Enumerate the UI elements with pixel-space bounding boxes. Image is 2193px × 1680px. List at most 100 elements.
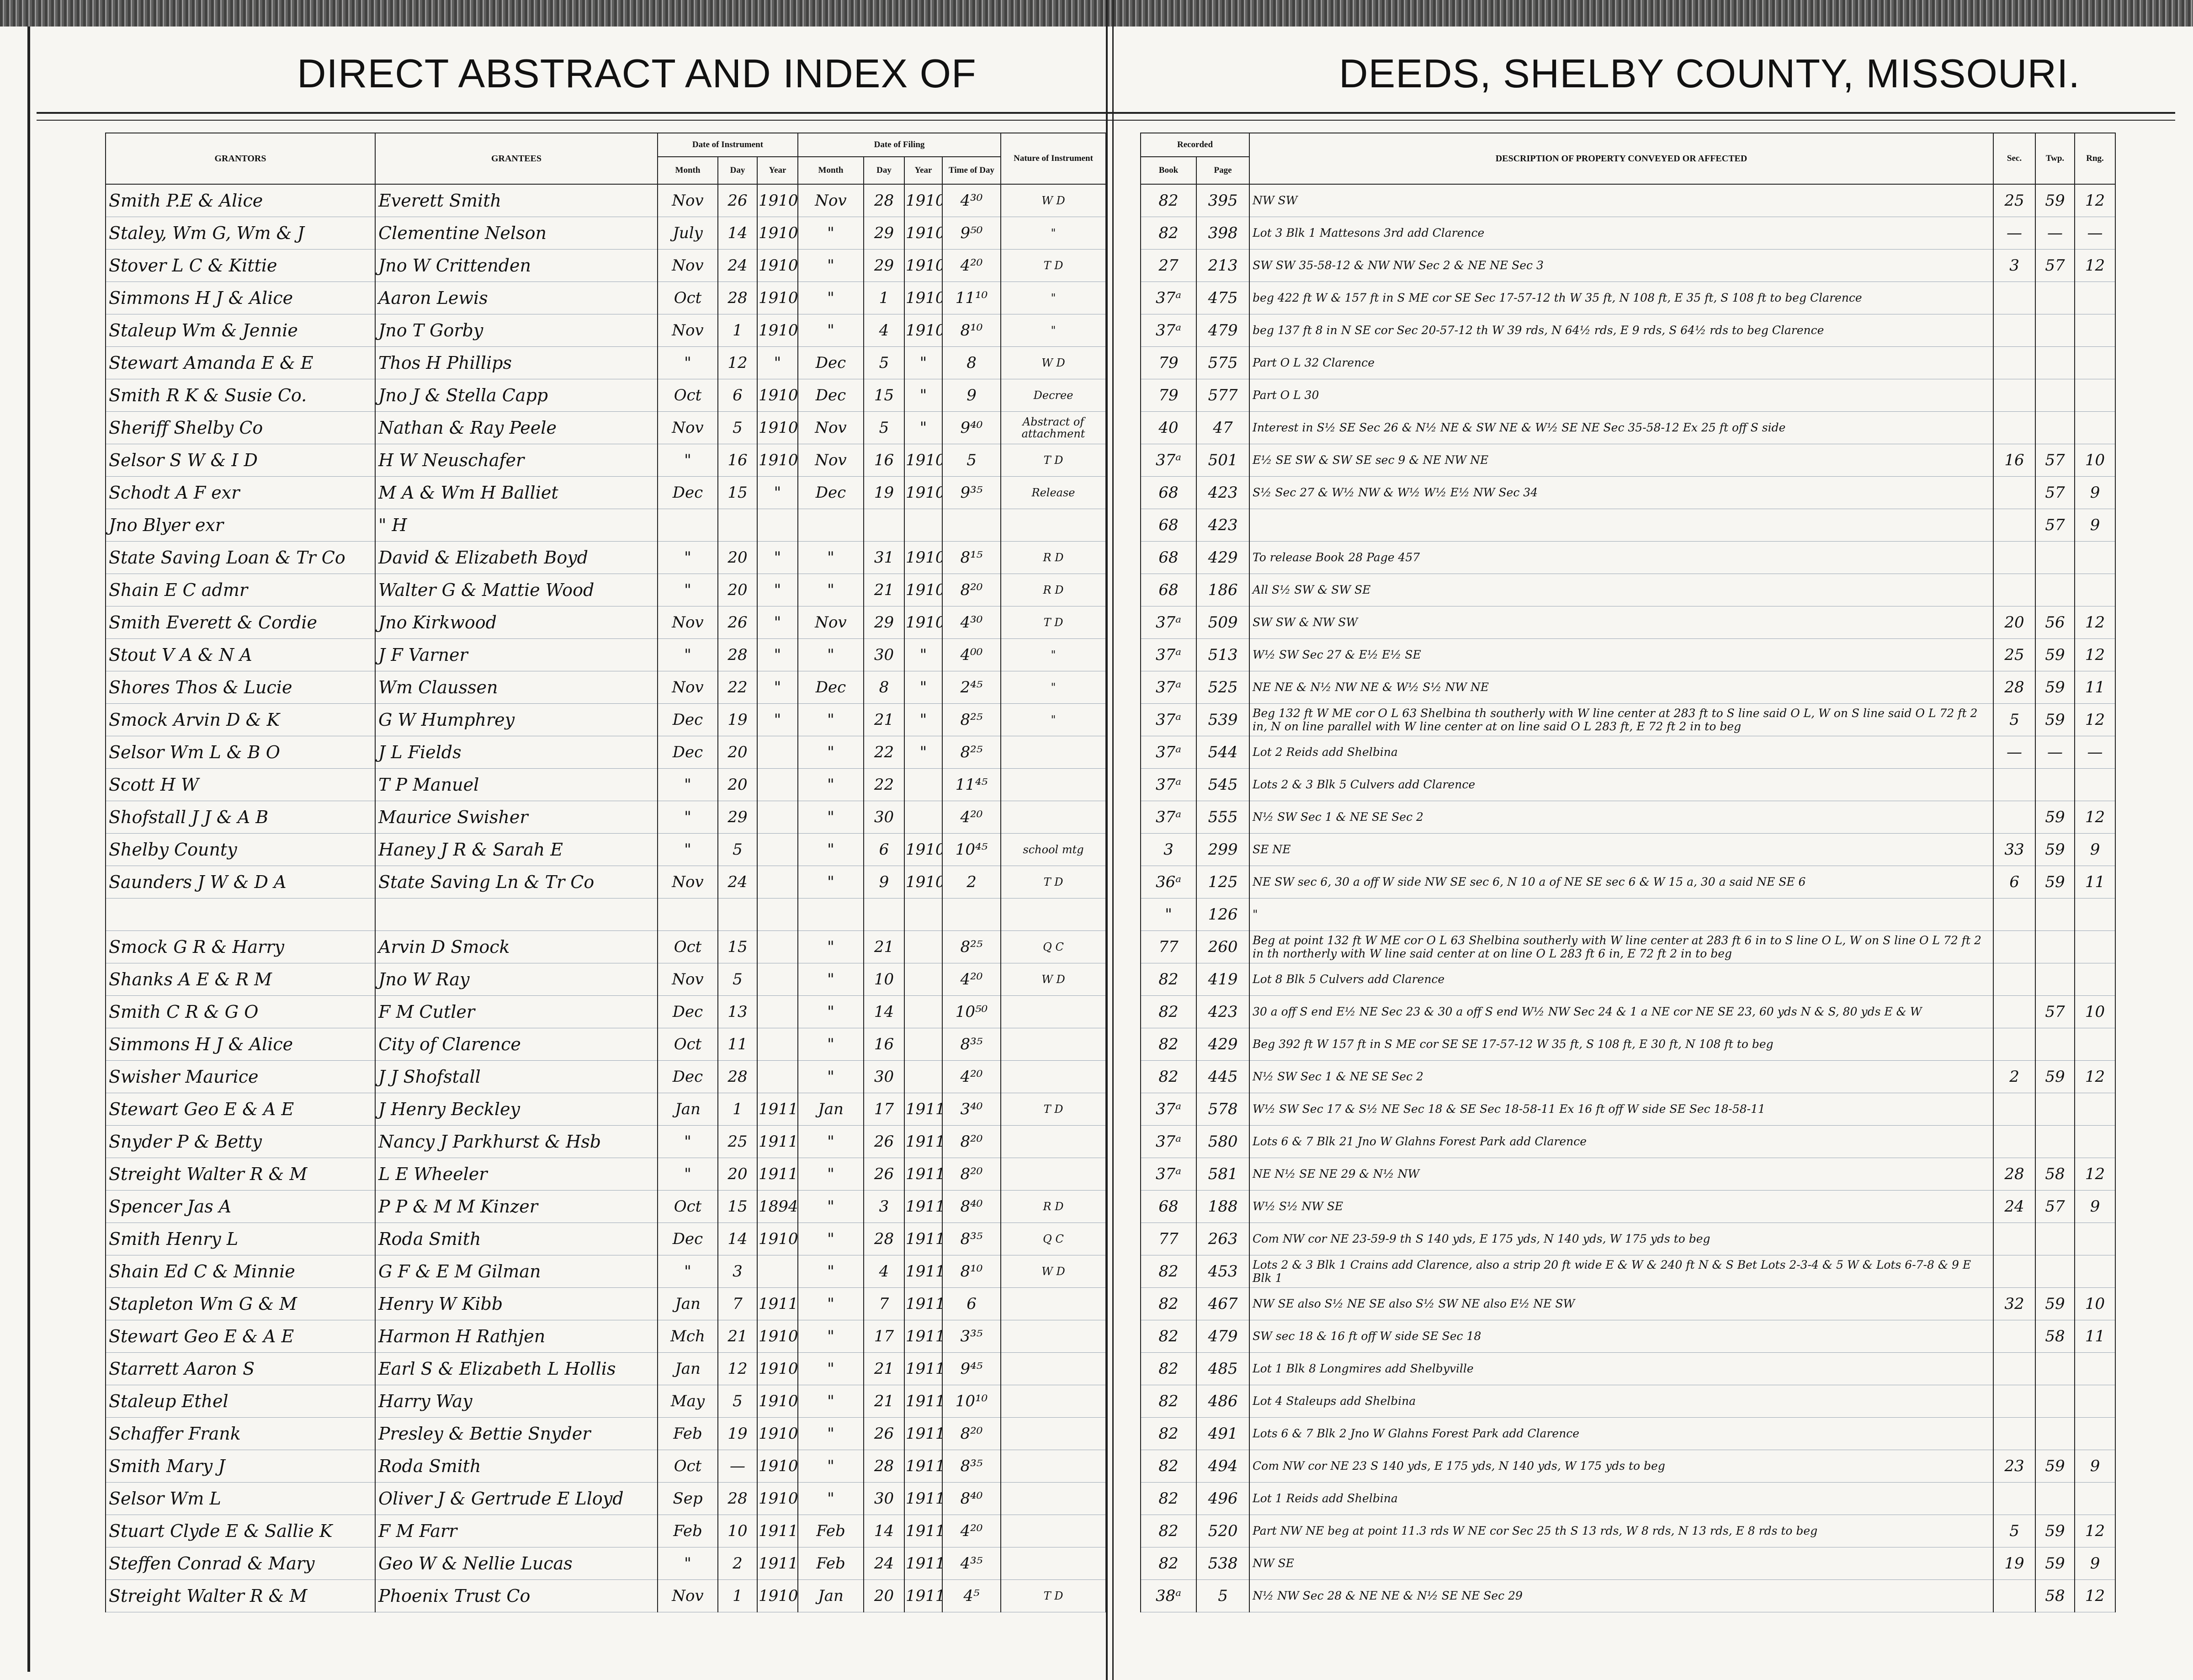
nature: [1000, 1287, 1107, 1320]
inst-day: 28: [717, 1482, 758, 1515]
grantor: Saunders J W & D A: [105, 866, 376, 898]
filing-month: ": [797, 1352, 864, 1385]
inst-year: 1910: [757, 249, 798, 282]
nature: [1000, 736, 1107, 769]
nature: ": [1000, 703, 1107, 736]
nature: T D: [1000, 606, 1107, 639]
ledger-row: Staley, Wm G, Wm & J Clementine Nelson Jul…: [105, 217, 2116, 250]
description: [1249, 509, 1994, 542]
grantor: Spencer Jas A: [105, 1190, 376, 1223]
filing-time: 8²⁵: [941, 736, 1002, 769]
sec: —: [1993, 217, 2036, 250]
grantee: J F Varner: [375, 638, 658, 671]
grantor: Simmons H J & Alice: [105, 1028, 376, 1061]
filing-month: Nov: [797, 411, 864, 444]
grantee: Haney J R & Sarah E: [375, 833, 658, 866]
filing-day: 3: [863, 1190, 905, 1223]
twp: —: [2035, 217, 2076, 250]
nature: [1000, 1320, 1107, 1353]
filing-time: 10⁴⁵: [941, 833, 1002, 866]
description: S½ Sec 27 & W½ NW & W½ W½ E½ NW Sec 34: [1249, 476, 1994, 509]
page: 539: [1196, 703, 1250, 736]
twp: [2035, 930, 2076, 963]
inst-year: 1910: [757, 1320, 798, 1353]
filing-time: 8²⁵: [941, 703, 1002, 736]
twp: [2035, 346, 2076, 379]
book: 37ᵃ: [1140, 801, 1197, 834]
book: 68: [1140, 1190, 1197, 1223]
inst-month: Dec: [657, 1060, 718, 1093]
rng: 12: [2074, 801, 2116, 834]
twp: 57: [2035, 509, 2076, 542]
gutter: [1105, 833, 1142, 866]
filing-month: ": [797, 1028, 864, 1061]
filing-day: 15: [863, 379, 905, 412]
page: 475: [1196, 282, 1250, 314]
rng: [2074, 1125, 2116, 1158]
description: NW SE also S½ NE SE also S½ SW NE also E…: [1249, 1287, 1994, 1320]
rng: [2074, 346, 2116, 379]
filing-year: ": [904, 638, 943, 671]
twp: 58: [2035, 1320, 2076, 1353]
grantee: J J Shofstall: [375, 1060, 658, 1093]
ledger-row: Stover L C & Kittie Jno W Crittenden Nov 24…: [105, 249, 2116, 282]
inst-day: 1: [717, 1579, 758, 1612]
twp: 59: [2035, 833, 2076, 866]
inst-day: 28: [717, 638, 758, 671]
inst-day: 14: [717, 217, 758, 250]
filing-time: 4⁰⁰: [941, 638, 1002, 671]
book: 37ᵃ: [1140, 606, 1197, 639]
nature: T D: [1000, 444, 1107, 477]
sec: 23: [1993, 1450, 2036, 1483]
filing-month: ": [797, 217, 864, 250]
column-header: Page: [1196, 156, 1250, 185]
grantee: Henry W Kibb: [375, 1287, 658, 1320]
column-header: Rng.: [2074, 133, 2116, 185]
description: Com NW cor NE 23-59-9 th S 140 yds, E 17…: [1249, 1223, 1994, 1255]
grantor: Shain Ed C & Minnie: [105, 1255, 376, 1288]
book: 37ᵃ: [1140, 1158, 1197, 1191]
book: 37ᵃ: [1140, 671, 1197, 704]
nature: Q C: [1000, 1223, 1107, 1255]
book: 82: [1140, 1255, 1197, 1288]
ledger-row: Snyder P & Betty Nancy J Parkhurst & Hsb "…: [105, 1125, 2116, 1158]
filing-year: ": [904, 736, 943, 769]
twp: [2035, 1482, 2076, 1515]
gutter: [1105, 1450, 1142, 1482]
ledger-row: Sheriff Shelby Co Nathan & Ray Peele Nov 5 1…: [105, 411, 2116, 444]
inst-day: 26: [717, 606, 758, 639]
ledger-row: Selsor Wm L Oliver J & Gertrude E Lloyd Se…: [105, 1482, 2116, 1515]
page-fold: [1106, 0, 1114, 1680]
grantor: Streight Walter R & M: [105, 1579, 376, 1612]
grantor: Stout V A & N A: [105, 638, 376, 671]
twp: 59: [2035, 801, 2076, 834]
filing-month: ": [797, 314, 864, 347]
grantee: Nancy J Parkhurst & Hsb: [375, 1125, 658, 1158]
gutter: [1105, 995, 1142, 1028]
description: NE SW sec 6, 30 a off W side NW SE sec 6…: [1249, 866, 1994, 898]
inst-month: ": [657, 1158, 718, 1191]
grantee: Jno W Crittenden: [375, 249, 658, 282]
twp: [2035, 411, 2076, 444]
book: 27: [1140, 249, 1197, 282]
inst-day: 7: [717, 1287, 758, 1320]
inst-month: ": [657, 638, 718, 671]
book: 82: [1140, 1352, 1197, 1385]
inst-day: [717, 898, 758, 931]
rng: 10: [2074, 995, 2116, 1028]
inst-month: Jan: [657, 1352, 718, 1385]
filing-year: 1910: [904, 314, 943, 347]
filing-year: 1910: [904, 249, 943, 282]
inst-month: ": [657, 541, 718, 574]
filing-month: ": [797, 1385, 864, 1418]
inst-year: 1910: [757, 1223, 798, 1255]
inst-year: 1911: [757, 1547, 798, 1580]
filing-day: 28: [863, 184, 905, 217]
ledger-row: " 126 ": [105, 898, 2116, 931]
rng: 12: [2074, 249, 2116, 282]
filing-month: ": [797, 1255, 864, 1288]
twp: 59: [2035, 1515, 2076, 1547]
filing-year: 1911: [904, 1385, 943, 1418]
sec: [1993, 930, 2036, 963]
